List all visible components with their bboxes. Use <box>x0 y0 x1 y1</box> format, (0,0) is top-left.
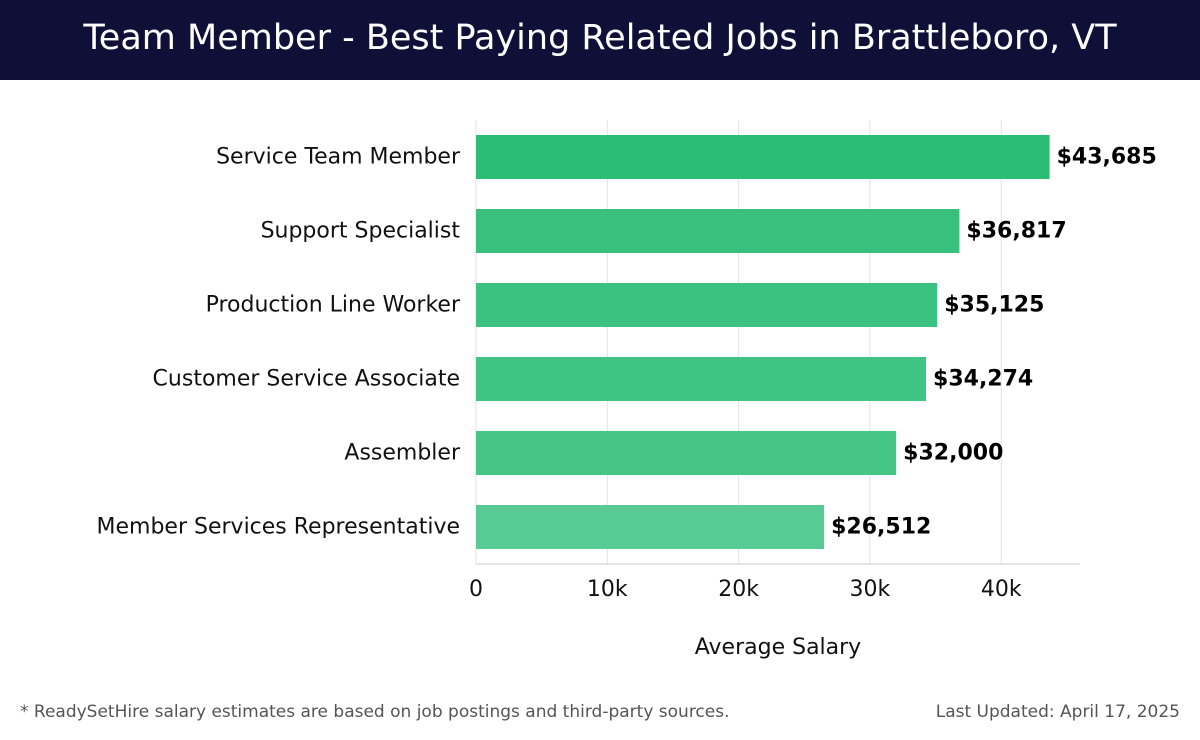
x-tick-label: 10k <box>587 577 628 602</box>
x-tick-label: 20k <box>718 577 759 602</box>
chart-header: Team Member - Best Paying Related Jobs i… <box>0 0 1200 80</box>
category-label: Customer Service Associate <box>153 367 460 392</box>
value-label: $34,274 <box>933 367 1033 392</box>
x-tick-label: 0 <box>469 577 483 602</box>
category-label: Assembler <box>344 441 461 466</box>
category-label: Member Services Representative <box>97 515 460 540</box>
category-label: Service Team Member <box>216 145 461 170</box>
bar <box>476 505 825 549</box>
footer-last-updated: Last Updated: April 17, 2025 <box>935 702 1180 722</box>
chart-title: Team Member - Best Paying Related Jobs i… <box>83 18 1117 58</box>
footer-note: * ReadySetHire salary estimates are base… <box>20 702 730 722</box>
value-label: $35,125 <box>944 293 1044 318</box>
bar <box>476 431 897 475</box>
bar-chart: Service Team Member $43,685 Support Specia… <box>97 120 1157 660</box>
bar <box>476 135 1050 179</box>
category-label: Production Line Worker <box>206 293 461 318</box>
bar <box>476 283 938 327</box>
value-label: $43,685 <box>1057 145 1157 170</box>
value-label: $26,512 <box>831 515 931 540</box>
value-label: $36,817 <box>966 219 1066 244</box>
x-tick-label: 40k <box>981 577 1022 602</box>
category-label: Support Specialist <box>261 219 461 244</box>
x-tick-label: 30k <box>850 577 891 602</box>
bar <box>476 357 927 401</box>
x-axis-title: Average Salary <box>695 635 861 660</box>
bar <box>476 209 960 253</box>
value-label: $32,000 <box>903 441 1003 466</box>
